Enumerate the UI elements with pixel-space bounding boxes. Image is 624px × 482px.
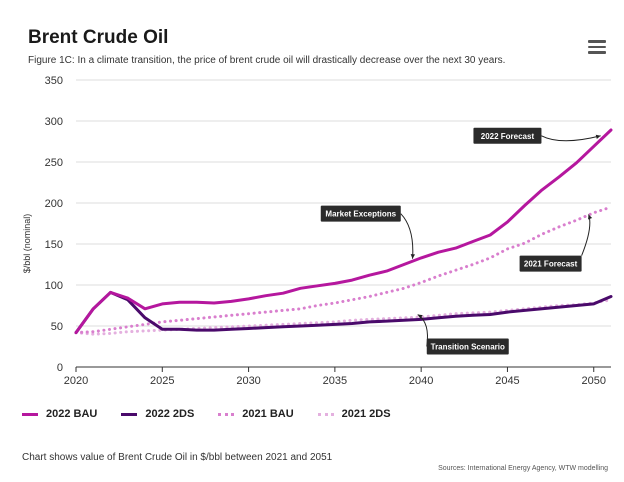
legend-swatch	[22, 412, 38, 416]
annotation-label: 2021 Forecast	[524, 260, 578, 269]
chart-title: Brent Crude Oil	[28, 27, 169, 48]
series-line-2022-bau	[74, 128, 613, 335]
legend-label: 2022 2DS	[145, 408, 195, 420]
series-lines	[74, 128, 613, 336]
y-tick-label: 250	[45, 157, 63, 169]
x-tick-label: 2020	[64, 375, 88, 387]
annotation-box	[426, 338, 509, 355]
legend-swatch	[317, 412, 334, 416]
x-axis-ticks: 2020 2025 2030 2035 2040 2045 2050	[64, 367, 606, 387]
x-tick-label: 2040	[409, 375, 433, 387]
annotation-box	[519, 255, 582, 272]
legend-label: 2021 2DS	[341, 408, 391, 420]
annotation-arrow	[581, 214, 591, 256]
menu-bar	[588, 51, 606, 54]
x-tick-label: 2030	[236, 375, 260, 387]
hamburger-menu-icon[interactable]	[588, 40, 606, 54]
series-line-2021-bau	[74, 205, 613, 335]
annotation-arrow	[400, 213, 414, 259]
annotation-arrow	[541, 135, 601, 142]
menu-bar	[588, 40, 606, 43]
annotation-label: 2022 Forecast	[481, 132, 535, 141]
annotation-arrowhead	[588, 214, 593, 220]
y-tick-label: 100	[45, 280, 63, 292]
chart-subtitle: Figure 1C: In a climate transition, the …	[28, 55, 506, 66]
series-line-2022-2ds	[74, 290, 613, 335]
x-tick-label: 2045	[495, 375, 519, 387]
x-tick-label: 2050	[581, 375, 605, 387]
annotation-arrowhead	[595, 134, 601, 139]
legend-item-2021-bau[interactable]: 2021 BAU	[218, 408, 294, 420]
y-axis-ticks: 0 50 100 150 200 250 300 350	[45, 75, 63, 374]
x-tick-label: 2035	[323, 375, 347, 387]
chart-sources: Sources: International Energy Agency, WT…	[438, 465, 608, 472]
x-tick-label: 2025	[150, 375, 174, 387]
y-tick-label: 0	[57, 362, 63, 374]
y-axis-label: $/bbl (nominal)	[22, 214, 32, 274]
annotation-arrowhead	[417, 314, 423, 319]
legend-label: 2021 BAU	[242, 408, 294, 420]
legend-item-2022-2ds[interactable]: 2022 2DS	[121, 408, 194, 420]
y-tick-label: 350	[45, 75, 63, 87]
legend: 2022 BAU 2022 2DS 2021 BAU 2021 2DS	[22, 406, 415, 422]
y-tick-label: 200	[45, 198, 63, 210]
gridlines	[76, 79, 611, 368]
legend-item-2022-bau[interactable]: 2022 BAU	[22, 408, 97, 420]
annotation-box	[473, 127, 542, 144]
annotation-label: Market Exceptions	[325, 210, 396, 219]
legend-swatch	[121, 412, 138, 416]
legend-label: 2022 BAU	[46, 408, 98, 420]
annotation-label: Transition Scenario	[431, 343, 505, 352]
legend-swatch	[218, 412, 235, 416]
menu-bar	[588, 45, 606, 49]
y-tick-label: 300	[45, 116, 63, 128]
chart-caption: Chart shows value of Brent Crude Oil in …	[22, 452, 333, 463]
annotations: 2022 Forecast Market Exceptions 2021 Forec…	[320, 127, 601, 355]
annotation-arrowhead	[410, 254, 416, 259]
y-tick-label: 50	[51, 321, 63, 333]
legend-item-2021-2ds[interactable]: 2021 2DS	[317, 408, 391, 420]
annotation-box	[320, 205, 401, 222]
y-tick-label: 150	[45, 239, 63, 251]
